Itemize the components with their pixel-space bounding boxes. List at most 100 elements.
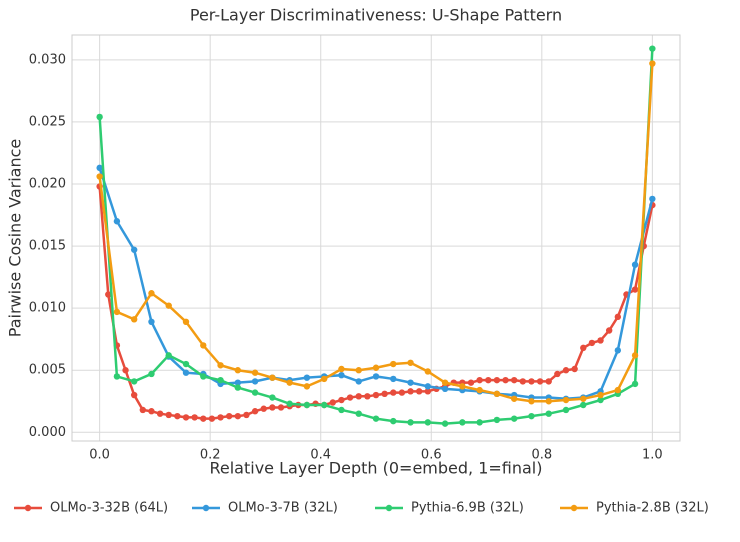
data-point (217, 376, 224, 384)
data-point (243, 411, 250, 419)
data-point (554, 370, 561, 378)
data-point (459, 383, 466, 390)
data-point (338, 371, 345, 379)
data-point (614, 313, 622, 321)
data-point (113, 218, 121, 225)
data-point (139, 406, 147, 414)
y-tick-label: 0.000 (29, 425, 66, 440)
x-tick-label: 0.8 (531, 448, 552, 463)
data-point (528, 412, 535, 420)
data-point (571, 365, 578, 373)
x-tick-label: 0.2 (200, 448, 221, 463)
data-point (130, 391, 138, 399)
x-axis-label: Relative Layer Depth (0=embed, 1=final) (209, 459, 542, 478)
data-point (338, 396, 345, 404)
x-tick-label: 0.4 (310, 448, 331, 463)
data-point (510, 395, 518, 402)
data-point (96, 173, 103, 180)
data-point (545, 410, 552, 417)
data-point (269, 394, 276, 401)
data-point (148, 408, 155, 415)
legend-marker (202, 504, 210, 512)
data-point (174, 412, 181, 420)
data-point (545, 398, 552, 405)
series-line (98, 167, 654, 401)
data-point (407, 419, 414, 426)
data-point (251, 369, 259, 376)
legend-label: OLMo-3-32B (64L) (50, 501, 168, 516)
data-point (519, 378, 527, 385)
data-point (476, 386, 483, 394)
data-point (467, 379, 475, 386)
data-point (424, 419, 432, 426)
data-point (441, 379, 449, 386)
data-point (493, 416, 501, 424)
data-point (105, 291, 112, 298)
data-point (372, 415, 380, 422)
data-point (148, 318, 155, 326)
data-point (580, 401, 587, 409)
data-point (631, 261, 639, 268)
data-point (338, 365, 345, 373)
data-point (200, 342, 207, 349)
data-point (355, 410, 362, 417)
data-point (476, 376, 483, 384)
data-point (234, 367, 242, 374)
data-point (372, 391, 380, 399)
data-point (303, 383, 311, 390)
data-point (597, 337, 604, 344)
data-point (156, 410, 164, 417)
data-point (148, 290, 155, 297)
data-point (528, 398, 535, 405)
data-point (562, 367, 570, 374)
data-point (424, 388, 432, 395)
data-point (355, 367, 362, 374)
data-point (597, 391, 604, 399)
data-point (234, 379, 242, 386)
y-tick-label: 0.015 (29, 239, 66, 254)
data-point (597, 396, 604, 404)
data-point (303, 374, 311, 381)
data-point (502, 376, 509, 384)
data-point (476, 419, 483, 426)
data-point (485, 376, 492, 384)
data-point (493, 390, 501, 398)
data-point (588, 339, 596, 347)
data-point (165, 302, 172, 309)
data-point (217, 414, 224, 421)
data-point (320, 375, 328, 383)
data-point (200, 373, 207, 380)
data-point (631, 286, 639, 293)
x-tick-label: 0.6 (421, 448, 442, 463)
x-tick-label: 0.0 (89, 448, 110, 463)
data-point (510, 376, 518, 384)
data-point (510, 415, 518, 422)
data-point (251, 408, 259, 415)
data-point (234, 412, 242, 420)
y-tick-label: 0.020 (29, 176, 66, 191)
data-point (329, 399, 337, 406)
data-point (580, 344, 587, 352)
data-point (631, 380, 639, 388)
x-tick-label: 1.0 (642, 448, 663, 463)
data-point (346, 394, 354, 401)
data-point (390, 375, 397, 383)
data-point (182, 318, 190, 326)
data-point (217, 362, 224, 369)
data-point (320, 401, 328, 409)
y-tick-label: 0.005 (29, 363, 66, 378)
data-point (251, 378, 259, 385)
series-line (98, 186, 654, 420)
legend-label: Pythia-2.8B (32L) (596, 501, 709, 516)
data-point (407, 379, 414, 386)
data-point (562, 406, 570, 414)
data-point (182, 369, 190, 376)
data-point (286, 400, 293, 407)
data-point (536, 378, 544, 385)
data-point (355, 393, 362, 400)
data-point (649, 60, 656, 67)
data-point (441, 420, 449, 427)
data-point (372, 364, 380, 371)
data-point (122, 367, 129, 374)
